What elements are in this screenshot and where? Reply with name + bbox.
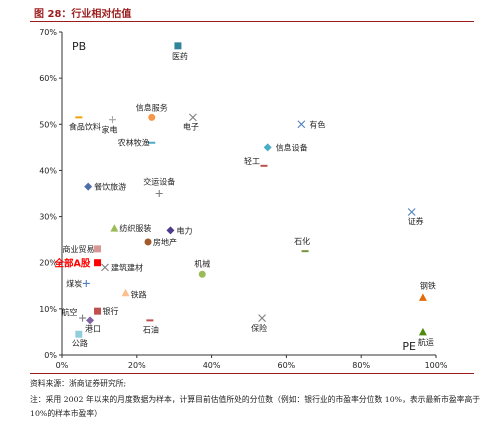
footnote-line-2: 10%的样本市盈率）	[30, 409, 102, 418]
point-餐饮旅游	[84, 182, 93, 191]
point-label-农林牧渔: 农林牧渔	[118, 138, 150, 148]
x-tick-label: 40%	[203, 361, 221, 370]
scatter-chart: 0% 10% 20% 30% 40% 50% 60% 70% 0% 20% 40% 60% 80% 100…	[39, 28, 448, 370]
point-label-公路: 公路	[72, 338, 88, 348]
point-label-纺织服装: 纺织服装	[119, 223, 151, 233]
point-label-轻工: 轻工	[244, 156, 260, 166]
point-公路	[75, 330, 83, 338]
point-label-航空: 航空	[62, 307, 78, 317]
footnote-line-1: 注：采用 2002 年以来的月度数据为样本，计算目前估值所处的分位数（例如：银行…	[30, 395, 481, 404]
point-label-房地产: 房地产	[153, 237, 177, 247]
x-tick-label: 100%	[425, 361, 448, 370]
point-商业贸易	[94, 245, 102, 253]
point-煤炭	[82, 279, 90, 287]
y-tick-label: 30%	[39, 213, 57, 222]
y-tick-label: 50%	[39, 120, 57, 129]
figure-header: 图 28：行业相对估值	[0, 0, 499, 22]
point-铁路	[121, 288, 130, 297]
point-label-证券: 证券	[408, 216, 424, 226]
point-label-餐饮旅游: 餐饮旅游	[94, 182, 126, 192]
notes-divider	[30, 373, 474, 374]
y-tick-label: 70%	[39, 28, 57, 37]
y-tick-label: 20%	[39, 259, 57, 268]
y-tick-label: 40%	[39, 166, 57, 175]
point-label-医药: 医药	[172, 51, 188, 61]
point-家电	[108, 116, 116, 124]
point-港口	[86, 316, 95, 325]
point-有色	[297, 120, 306, 129]
point-农林牧渔	[148, 141, 156, 144]
point-保险	[258, 314, 266, 322]
point-label-机械: 机械	[194, 258, 210, 268]
point-label-钢铁: 钢铁	[420, 280, 436, 290]
point-医药	[174, 42, 182, 50]
point-石化	[301, 250, 309, 253]
point-建筑建材	[101, 263, 109, 272]
point-证券	[407, 208, 416, 216]
title-divider	[30, 21, 474, 22]
point-石油	[146, 319, 154, 322]
x-tick-label: 80%	[352, 361, 370, 370]
point-钢铁	[418, 293, 427, 301]
point-label-铁路: 铁路	[131, 290, 147, 300]
x-axis-title: PE	[402, 340, 416, 353]
point-label-保险: 保险	[251, 323, 267, 333]
y-tick-label: 10%	[39, 305, 57, 314]
point-label-有色: 有色	[309, 119, 325, 129]
point-label-信息设备: 信息设备	[276, 142, 308, 152]
point-label-港口: 港口	[85, 323, 101, 333]
source-note: 资料来源：浙商证券研究所;	[30, 379, 127, 388]
point-label-商业贸易: 商业贸易	[63, 244, 95, 254]
point-label-建筑建材: 建筑建材	[111, 262, 143, 272]
point-交运设备	[155, 190, 163, 197]
point-食品饮料	[75, 116, 83, 119]
y-axis-title: PB	[72, 40, 86, 53]
y-tick-label: 0%	[44, 351, 57, 360]
point-label-食品饮料: 食品饮料	[69, 121, 101, 131]
point-label-银行: 银行	[103, 306, 119, 316]
point-label-家电: 家电	[101, 125, 117, 135]
point-信息设备	[263, 143, 272, 152]
point-label-石化: 石化	[294, 236, 310, 246]
point-电力	[166, 226, 175, 235]
point-label-煤炭: 煤炭	[66, 278, 82, 288]
point-label-电子: 电子	[183, 121, 199, 131]
x-tick-label: 60%	[278, 361, 296, 370]
point-label-信息服务: 信息服务	[136, 102, 168, 112]
point-电子	[189, 113, 197, 122]
point-label-交运设备: 交运设备	[143, 177, 175, 187]
point-房地产	[144, 238, 152, 246]
x-tick-label: 20%	[128, 361, 146, 370]
point-航空	[79, 314, 87, 322]
point-label-全部A股: 全部A股	[54, 258, 91, 270]
figure-title: 图 28：行业相对估值	[34, 9, 132, 20]
point-label-航运: 航运	[418, 337, 434, 347]
point-银行	[94, 307, 102, 315]
point-纺织服装	[110, 224, 119, 232]
point-label-石油: 石油	[143, 324, 159, 334]
y-tick-label: 60%	[39, 74, 57, 83]
point-航运	[418, 327, 427, 336]
point-信息服务	[148, 113, 156, 121]
x-tick-label: 0%	[56, 361, 69, 370]
point-轻工	[260, 164, 268, 167]
point-全部A股	[94, 259, 102, 267]
point-机械	[198, 270, 206, 278]
point-label-电力: 电力	[176, 225, 192, 235]
